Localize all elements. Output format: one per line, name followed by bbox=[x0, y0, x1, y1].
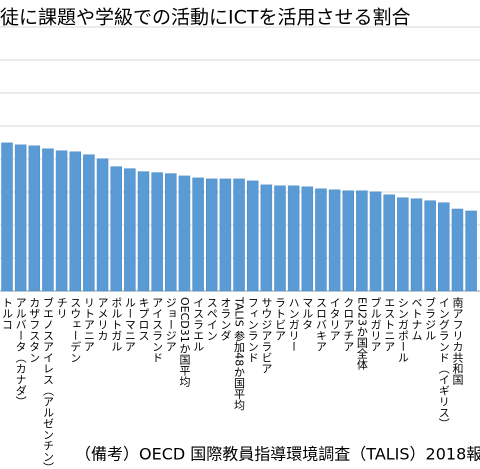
x-tick-label: マルタ bbox=[301, 297, 314, 330]
bar bbox=[424, 200, 436, 292]
bar bbox=[451, 208, 464, 292]
x-tick-label: ルーマニア bbox=[123, 297, 136, 352]
x-tick-label: トルコ bbox=[1, 297, 14, 330]
bar bbox=[260, 184, 273, 292]
bar bbox=[383, 194, 395, 292]
bar bbox=[328, 189, 341, 292]
x-tick-label: OECD31か国平均 bbox=[178, 297, 191, 387]
bar bbox=[369, 191, 382, 292]
bar bbox=[274, 185, 286, 292]
x-tick-label: ラトビア bbox=[274, 297, 287, 341]
bar bbox=[301, 186, 314, 292]
bar bbox=[96, 158, 109, 292]
bar bbox=[42, 148, 54, 292]
x-tick-label: チリ bbox=[55, 297, 68, 319]
bar bbox=[137, 171, 150, 292]
bar bbox=[178, 175, 191, 292]
x-tick-label: スロバキア bbox=[314, 297, 327, 352]
bar bbox=[410, 198, 423, 292]
bar bbox=[165, 173, 177, 292]
x-tick-label: イスラエル bbox=[192, 297, 205, 352]
x-tick-label: ジョージア bbox=[164, 297, 177, 352]
x-tick-label: アメリカ bbox=[96, 297, 109, 341]
bar bbox=[438, 202, 450, 292]
x-tick-label: サウジアラビア bbox=[260, 297, 273, 374]
bar bbox=[151, 172, 163, 292]
bar bbox=[14, 144, 27, 292]
x-tick-label: クロアチア bbox=[342, 297, 355, 352]
x-tick-label: ハンガリー bbox=[287, 297, 300, 352]
x-tick-label: スペイン bbox=[205, 297, 218, 341]
bar bbox=[233, 178, 245, 292]
bar bbox=[246, 180, 259, 292]
bar bbox=[192, 177, 204, 292]
bar bbox=[83, 154, 95, 292]
bar bbox=[206, 178, 218, 292]
x-tick-label: アイスランド bbox=[151, 297, 164, 363]
x-tick-label: スウェーデン bbox=[69, 297, 82, 363]
x-tick-label: TALIS 参加48か国平均 bbox=[233, 296, 246, 411]
bar bbox=[69, 151, 81, 292]
bar bbox=[342, 190, 354, 292]
x-tick-label: エストニア bbox=[383, 297, 396, 352]
x-tick-label: イタリア bbox=[328, 297, 341, 341]
x-tick-label: シンガポール bbox=[396, 297, 409, 363]
bar bbox=[110, 166, 122, 292]
bar bbox=[28, 145, 41, 292]
x-tick-label: ポルトガル bbox=[110, 297, 123, 352]
x-tick-label: イングランド（イギリス） bbox=[437, 297, 450, 429]
x-tick-label: フィンランド bbox=[246, 297, 259, 363]
x-tick-label: ブラジル bbox=[424, 296, 437, 341]
x-tick-label: EU23か国全体 bbox=[355, 297, 368, 370]
bar bbox=[124, 168, 136, 292]
x-tick-label: ブエノスアイレス（アルゼンチン） bbox=[41, 296, 54, 469]
x-tick-label: オランダ bbox=[219, 297, 232, 341]
chart-title: 徒に課題や学級での活動にICTを活用させる割合 bbox=[0, 7, 410, 29]
footnote: （備考）OECD 国際教員指導環境調査（TALIS）2018報告 bbox=[75, 445, 480, 464]
bar bbox=[55, 150, 68, 292]
x-tick-label: ブルガリア bbox=[369, 296, 382, 352]
x-tick-label: アルバータ（カナダ） bbox=[14, 297, 27, 407]
x-tick-label: ベトナム bbox=[410, 297, 423, 341]
bar bbox=[219, 178, 232, 292]
x-tick-label: キプロス bbox=[137, 297, 150, 341]
bar bbox=[465, 210, 477, 292]
x-tick-label: カザフスタン bbox=[28, 297, 41, 363]
bar bbox=[356, 190, 368, 292]
bar bbox=[1, 142, 13, 292]
x-tick-label: リトアニア bbox=[82, 297, 95, 352]
x-tick-label: 南アフリカ共和国 bbox=[451, 297, 464, 386]
bar bbox=[315, 188, 327, 292]
bar bbox=[287, 185, 300, 292]
bar bbox=[397, 197, 409, 292]
